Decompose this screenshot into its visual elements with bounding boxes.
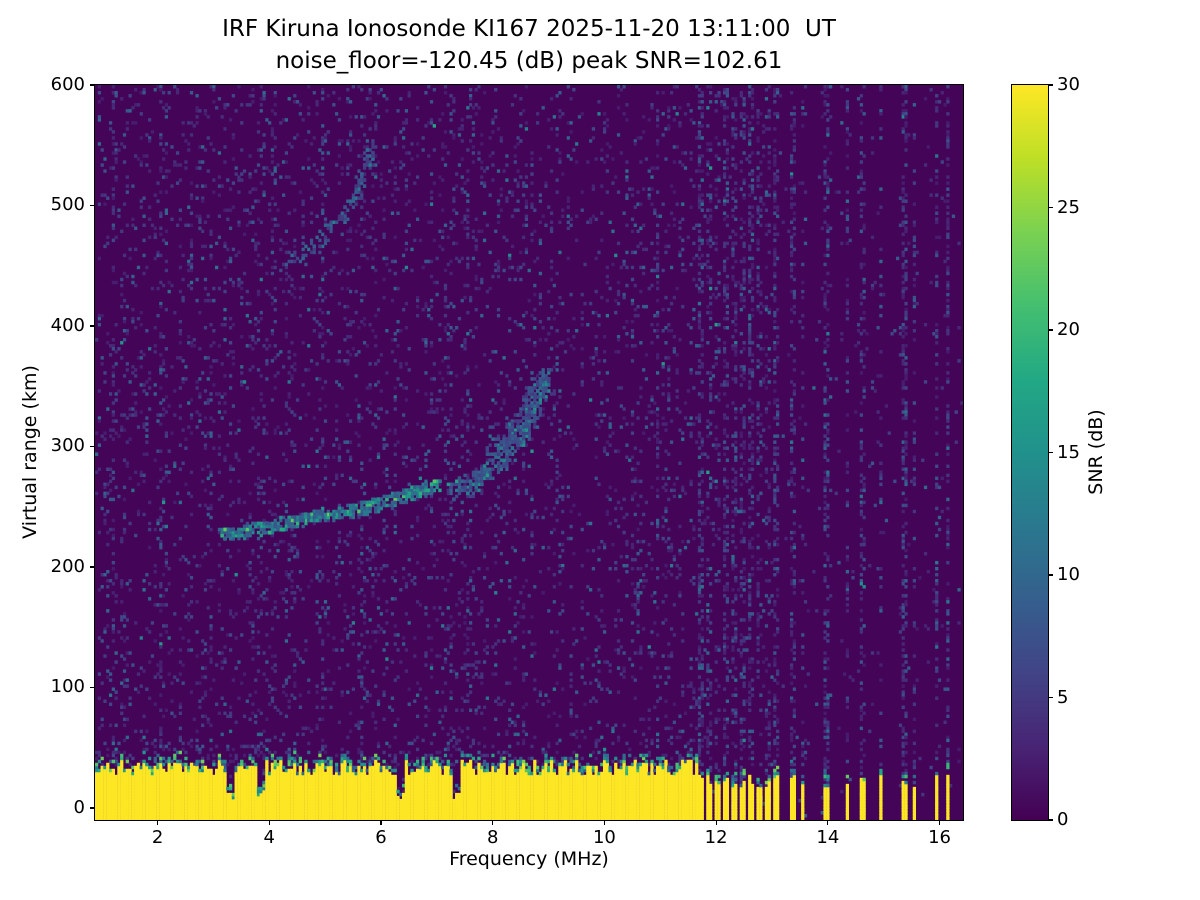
y-tick-label: 400 [50,314,85,336]
x-tick-label: 12 [704,827,728,848]
x-tick-mark [938,820,941,825]
colorbar-tick-label: 10 [1057,564,1080,585]
y-tick-label: 200 [50,555,85,577]
y-tick-mark [90,566,95,568]
colorbar-tick-mark [1048,451,1053,454]
x-axis-label: Frequency (MHz) [449,848,609,870]
colorbar-tick-label: 5 [1057,686,1069,708]
x-tick-mark [380,820,382,825]
y-tick-mark [90,807,95,809]
x-tick-label: 10 [592,827,616,848]
x-tick-mark [603,820,605,825]
y-tick-label: 500 [50,194,85,216]
colorbar-canvas [1012,85,1048,820]
y-tick-label: 600 [50,74,85,95]
y-tick-label: 300 [50,435,85,457]
x-tick-mark [715,820,717,825]
chart-title: IRF Kiruna Ionosonde KI167 2025-11-20 13… [222,16,836,42]
x-tick-label: 6 [375,827,387,848]
x-tick-mark [156,820,159,825]
heatmap-canvas [95,85,963,820]
y-tick-mark [90,445,95,448]
colorbar-tick-mark [1048,206,1053,209]
colorbar-tick-label: 15 [1057,441,1080,463]
x-tick-label: 8 [486,827,499,848]
colorbar-tick-label: 25 [1057,196,1080,218]
x-tick-mark [827,820,829,825]
colorbar-tick-label: 30 [1057,74,1080,95]
colorbar-tick-label: 20 [1057,319,1080,340]
colorbar-tick-mark [1048,819,1053,821]
colorbar-tick-mark [1048,329,1053,331]
y-tick-mark [90,84,95,86]
x-tick-label: 2 [151,827,164,848]
chart-subtitle: noise_floor=-120.45 (dB) peak SNR=102.61 [275,48,783,74]
colorbar-tick-mark [1048,574,1053,576]
x-tick-label: 4 [263,827,275,848]
y-tick-mark [90,204,95,207]
colorbar-tick-mark [1048,84,1053,86]
y-tick-label: 0 [73,796,85,818]
colorbar-tick-label: 0 [1057,809,1069,830]
y-tick-mark [90,686,95,689]
x-tick-mark [492,820,494,825]
y-tick-label: 100 [50,676,85,698]
x-tick-label: 16 [928,827,951,848]
x-tick-mark [268,820,270,825]
y-tick-mark [90,325,95,327]
x-tick-label: 14 [816,827,840,848]
colorbar-tick-mark [1048,696,1053,699]
